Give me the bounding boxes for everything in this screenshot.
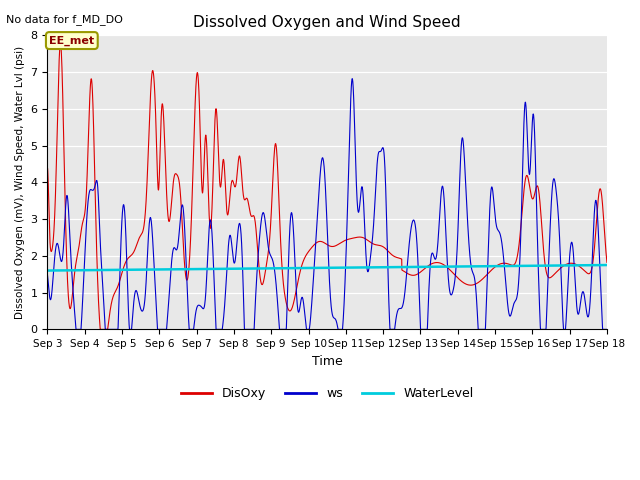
ws <box>283 324 291 329</box>
ws <box>72 326 80 332</box>
DisOxy <box>97 326 104 332</box>
Line: DisOxy: DisOxy <box>47 43 607 329</box>
DisOxy <box>259 282 266 288</box>
Line: WaterLevel: WaterLevel <box>47 265 607 271</box>
WaterLevel <box>282 265 290 271</box>
Legend: DisOxy, ws, WaterLevel: DisOxy, ws, WaterLevel <box>176 383 479 406</box>
Line: ws: ws <box>47 79 607 329</box>
WaterLevel <box>44 268 51 274</box>
ws <box>532 181 540 187</box>
ws <box>603 326 611 332</box>
WaterLevel <box>592 262 600 268</box>
ws <box>141 299 148 305</box>
ws <box>348 76 356 82</box>
DisOxy <box>593 221 600 227</box>
DisOxy <box>603 260 611 265</box>
ws <box>593 199 600 204</box>
DisOxy <box>141 216 148 222</box>
DisOxy <box>44 165 51 170</box>
WaterLevel <box>258 265 266 271</box>
WaterLevel <box>532 263 540 269</box>
Y-axis label: Dissolved Oxygen (mV), Wind Speed, Water Lvl (psi): Dissolved Oxygen (mV), Wind Speed, Water… <box>15 46 25 319</box>
DisOxy <box>532 185 540 191</box>
WaterLevel <box>108 267 115 273</box>
Title: Dissolved Oxygen and Wind Speed: Dissolved Oxygen and Wind Speed <box>193 15 461 30</box>
X-axis label: Time: Time <box>312 355 342 368</box>
DisOxy <box>108 300 115 305</box>
ws <box>44 271 51 277</box>
WaterLevel <box>603 262 611 268</box>
ws <box>259 212 266 218</box>
Text: No data for f_MD_DO: No data for f_MD_DO <box>6 14 124 25</box>
DisOxy <box>56 40 64 46</box>
ws <box>108 326 115 332</box>
WaterLevel <box>141 267 148 273</box>
Text: EE_met: EE_met <box>49 36 94 46</box>
DisOxy <box>283 301 291 307</box>
